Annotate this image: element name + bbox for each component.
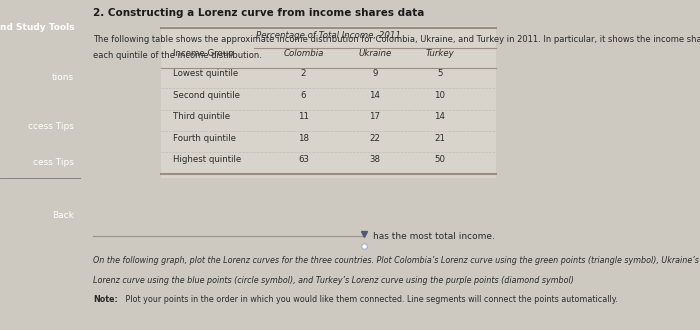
Text: each quintile of the income distribution.: each quintile of the income distribution…	[93, 51, 262, 60]
Text: 11: 11	[298, 112, 309, 121]
Text: 6: 6	[301, 91, 307, 100]
Text: tions: tions	[52, 73, 74, 82]
Text: Back: Back	[52, 211, 74, 220]
Text: Colombia: Colombia	[284, 50, 323, 58]
Text: Note:: Note:	[93, 295, 118, 304]
Text: 2: 2	[301, 69, 307, 78]
Text: Highest quintile: Highest quintile	[174, 155, 241, 164]
Text: 38: 38	[370, 155, 380, 164]
Text: 10: 10	[434, 91, 445, 100]
Text: Third quintile: Third quintile	[174, 112, 230, 121]
Text: Income Group: Income Group	[174, 50, 234, 58]
Text: has the most total income.: has the most total income.	[373, 232, 495, 241]
Text: Fourth quintile: Fourth quintile	[174, 134, 237, 143]
Text: The following table shows the approximate income distribution for Colombia, Ukra: The following table shows the approximat…	[93, 35, 700, 44]
Text: Turkey: Turkey	[426, 50, 454, 58]
Text: On the following graph, plot the Lorenz curves for the three countries. Plot Col: On the following graph, plot the Lorenz …	[93, 256, 699, 265]
Text: Ukraine: Ukraine	[358, 50, 391, 58]
Text: Lorenz curve using the blue points (circle symbol), and Turkey’s Lorenz curve us: Lorenz curve using the blue points (circ…	[93, 276, 574, 284]
Text: cess Tips: cess Tips	[33, 158, 74, 167]
Text: 14: 14	[434, 112, 445, 121]
Text: 14: 14	[370, 91, 380, 100]
Text: 50: 50	[434, 155, 445, 164]
Text: 22: 22	[370, 134, 380, 143]
Text: Second quintile: Second quintile	[174, 91, 240, 100]
Text: 63: 63	[298, 155, 309, 164]
Text: Plot your points in the order in which you would like them connected. Line segme: Plot your points in the order in which y…	[122, 295, 617, 304]
Text: 9: 9	[372, 69, 377, 78]
Text: 18: 18	[298, 134, 309, 143]
Text: nd Study Tools: nd Study Tools	[0, 23, 74, 32]
Text: 5: 5	[437, 69, 442, 78]
Text: 21: 21	[434, 134, 445, 143]
Text: 2. Constructing a Lorenz curve from income shares data: 2. Constructing a Lorenz curve from inco…	[93, 8, 424, 18]
Text: ccess Tips: ccess Tips	[28, 122, 74, 131]
Text: 17: 17	[370, 112, 380, 121]
FancyBboxPatch shape	[161, 26, 496, 178]
Text: Percentage of Total Income, 2011: Percentage of Total Income, 2011	[256, 31, 400, 40]
Text: Lowest quintile: Lowest quintile	[174, 69, 239, 78]
